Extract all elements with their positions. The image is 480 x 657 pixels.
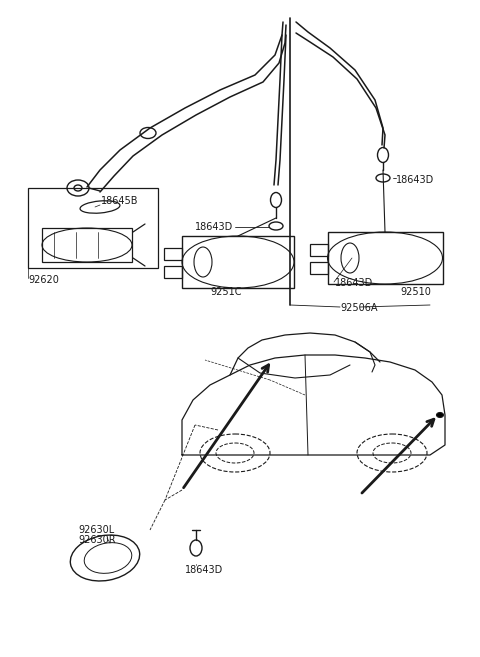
Text: 18645B: 18645B xyxy=(101,196,139,206)
Bar xyxy=(327,232,443,284)
Ellipse shape xyxy=(269,222,283,230)
Ellipse shape xyxy=(436,413,444,417)
Text: 18643D: 18643D xyxy=(185,565,223,575)
Bar xyxy=(310,262,327,274)
Ellipse shape xyxy=(376,174,390,182)
Text: 92506A: 92506A xyxy=(340,303,377,313)
Text: 92510: 92510 xyxy=(400,287,431,297)
Bar xyxy=(164,248,182,260)
Text: 92620: 92620 xyxy=(28,275,59,285)
Text: 92630R: 92630R xyxy=(78,535,116,545)
Text: 92630L: 92630L xyxy=(78,525,114,535)
Bar xyxy=(182,236,294,288)
Text: 18643D: 18643D xyxy=(335,278,373,288)
Bar xyxy=(28,188,158,268)
Text: 9251C: 9251C xyxy=(210,287,241,297)
Bar xyxy=(310,244,327,256)
Bar xyxy=(42,228,132,262)
Text: 18643D: 18643D xyxy=(396,175,434,185)
Bar xyxy=(164,266,182,278)
Text: 18643D: 18643D xyxy=(195,222,233,232)
